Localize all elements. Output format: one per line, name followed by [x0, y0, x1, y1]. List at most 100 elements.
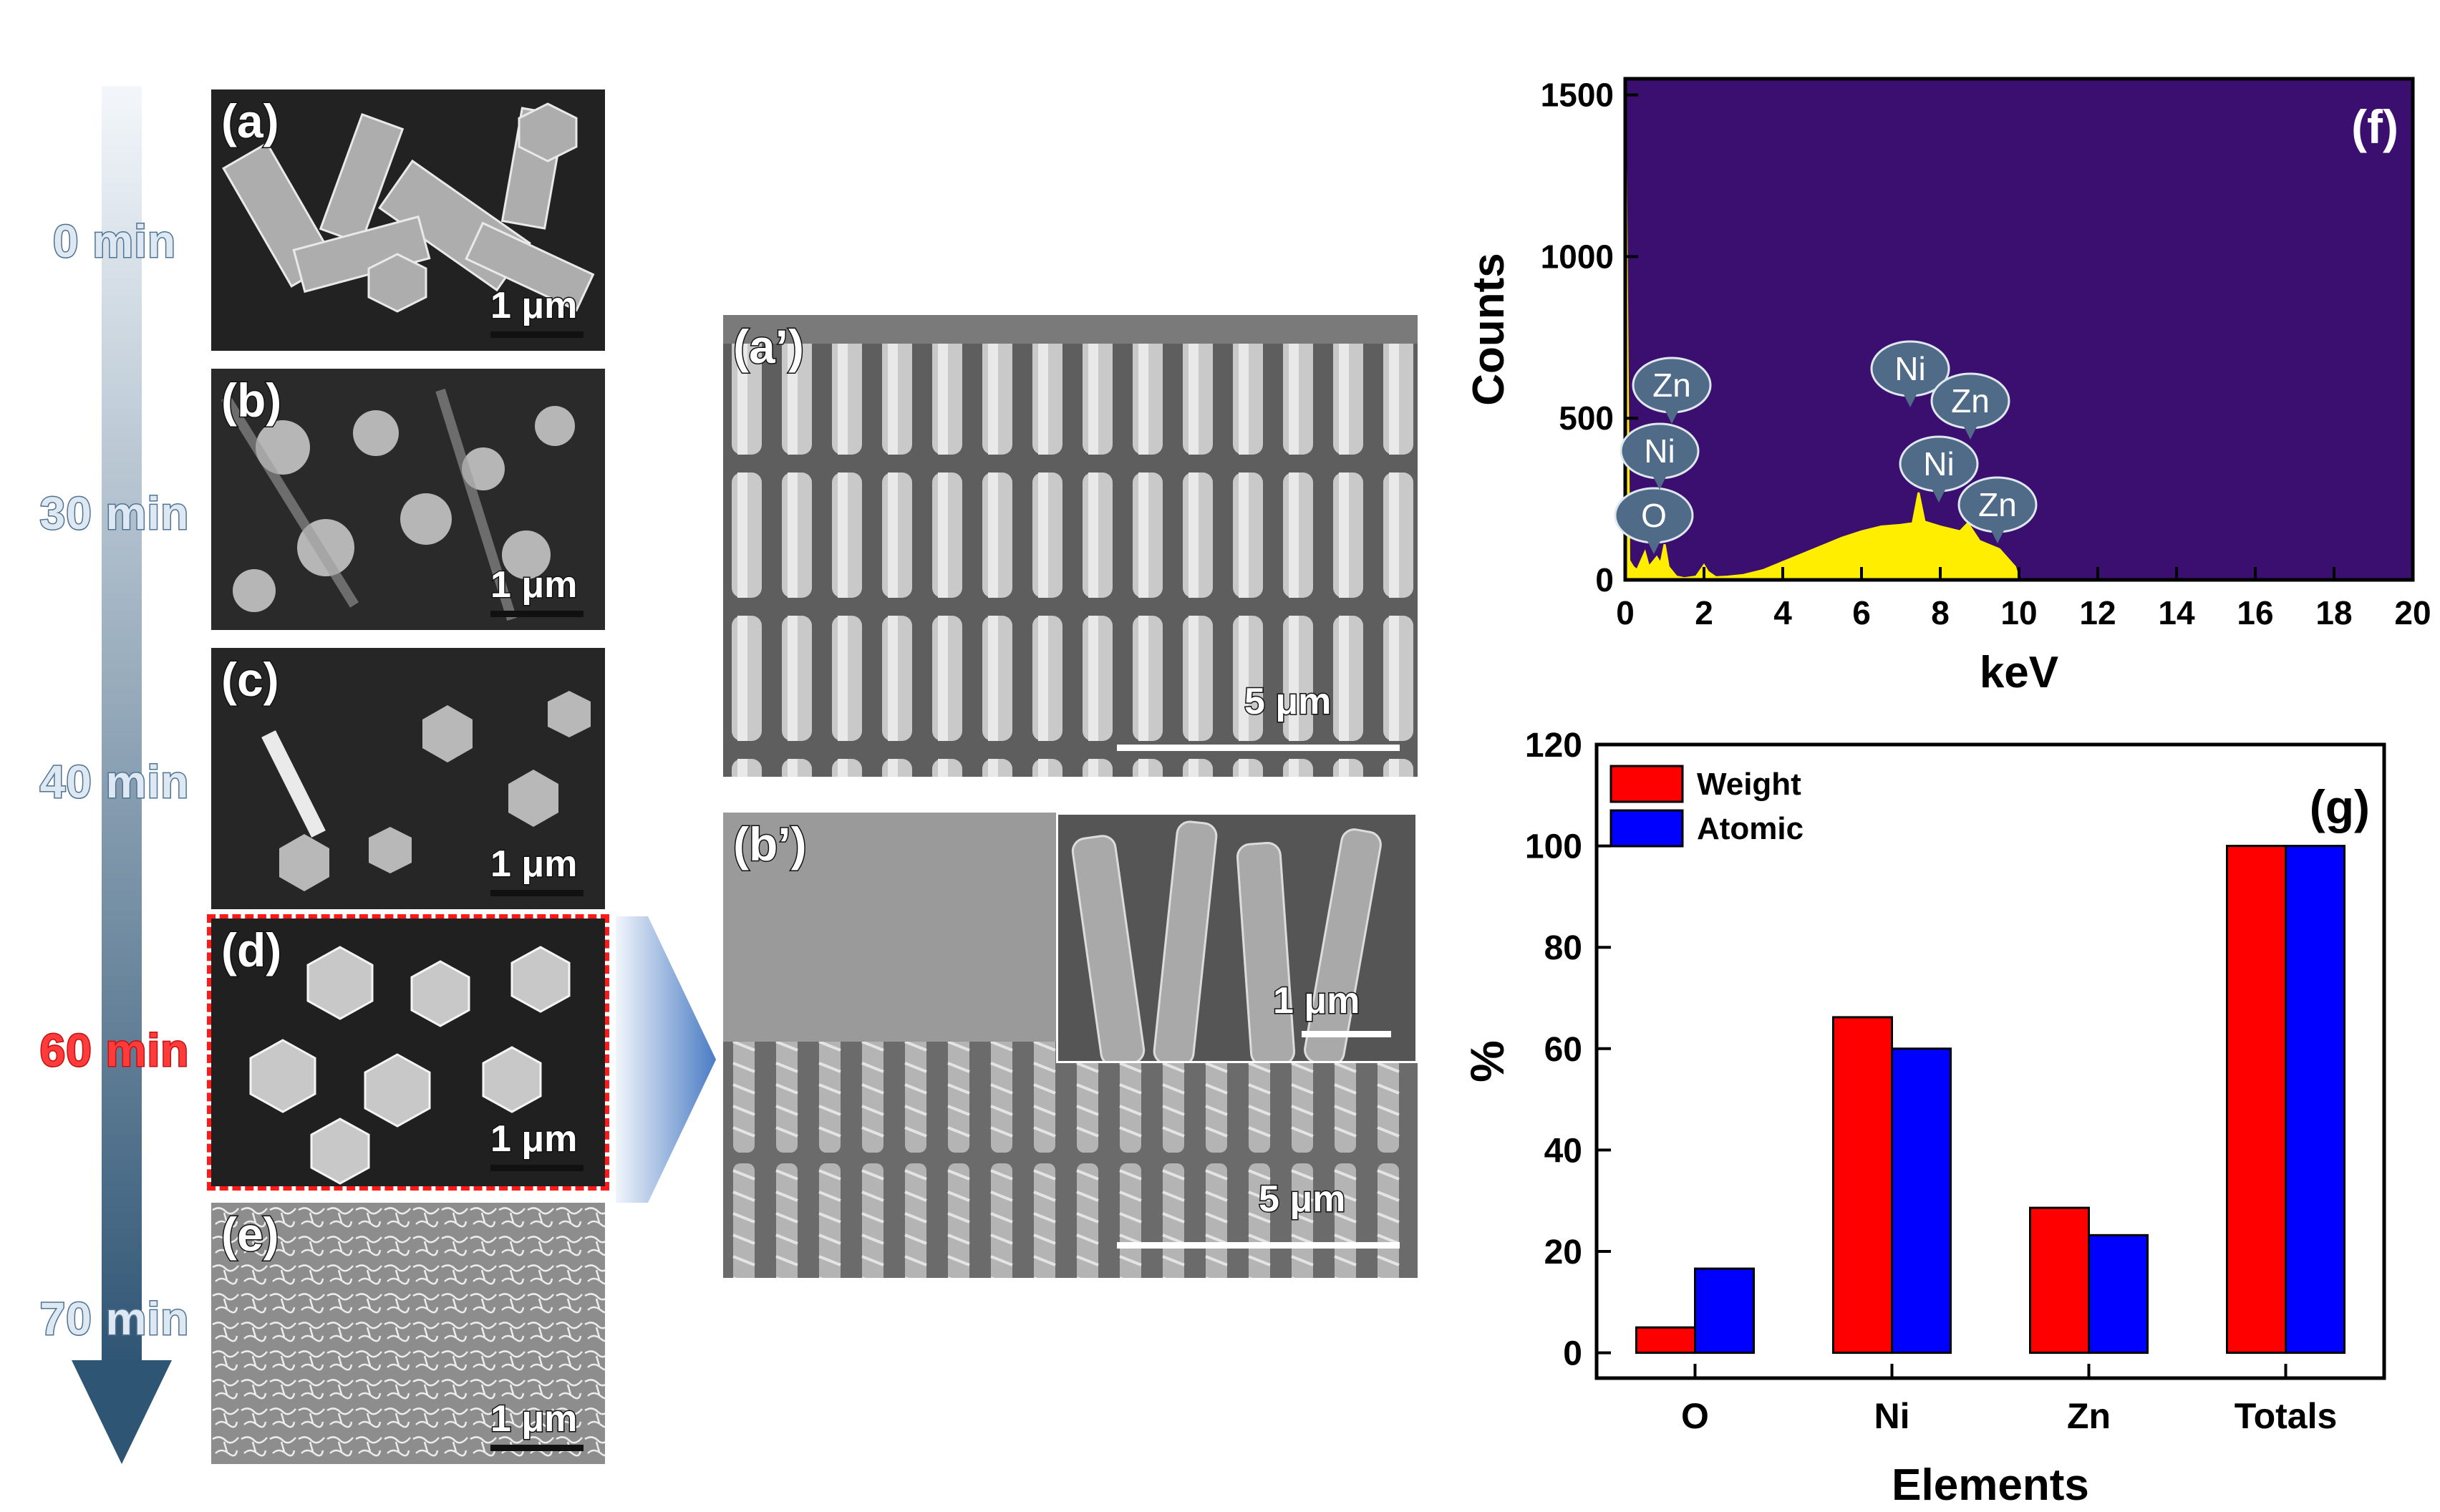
- bar-x-ticks: O Ni Zn Totals: [1681, 1364, 2337, 1436]
- scale-bar-d: [490, 1165, 584, 1171]
- scale-label-e: 1 μm: [489, 1397, 578, 1441]
- bar-frame: [1594, 742, 2386, 1380]
- scale-bar-b: [490, 611, 584, 617]
- x-tick-label: 10: [2000, 594, 2037, 631]
- sem-panel-a: (a) 1 μm: [211, 89, 605, 351]
- sem-image-c: [211, 648, 605, 909]
- peak-label: Zn: [1957, 476, 2038, 543]
- bar-weight-ni: [1832, 1016, 1893, 1354]
- time-label-70: 70 min: [39, 1292, 190, 1346]
- chart-tag-g: (g): [2310, 780, 2370, 833]
- panel-tag-a-prime: (a’): [732, 319, 805, 374]
- peak-pointer: [1963, 425, 1977, 440]
- scale-bar-a: [490, 331, 584, 338]
- time-label-0: 0 min: [52, 215, 177, 268]
- peak-label: Ni: [1620, 422, 1700, 490]
- bar-x-label: Elements: [1892, 1460, 2089, 1510]
- sem-image-b: [211, 369, 605, 630]
- composition-bar-chart: 0 20 40 60 80 100 120 O Ni Zn Totals Weight Atomic…: [1461, 727, 2386, 1510]
- sem-image-e: [211, 1203, 605, 1464]
- scale-label-a: 1 μm: [489, 284, 578, 328]
- x-tick-label: 8: [1931, 594, 1950, 631]
- scale-bar-a-prime: [1117, 745, 1400, 751]
- scale-label-inset: 1 μm: [1272, 979, 1360, 1023]
- x-tick-label: 2: [1695, 594, 1713, 631]
- spectrum-y-label: Counts: [1464, 253, 1514, 406]
- scale-label-a-prime: 5 μm: [1243, 680, 1332, 724]
- peak-pointer: [1647, 540, 1661, 554]
- y-tick-label: 60: [1544, 1031, 1582, 1069]
- eds-spectrum-chart: 0 2 4 6 8 10 12 14 16 18 20 0 500 1000 1500 O Ni Zn Ni Zn…: [1464, 77, 2431, 697]
- y-tick-label: 40: [1544, 1132, 1582, 1170]
- sem-image-d: [211, 919, 605, 1186]
- bar-weight-o: [1635, 1326, 1696, 1354]
- peak-label: Zn: [1632, 357, 1712, 424]
- time-label-60: 60 min: [39, 1024, 190, 1077]
- sem-image-a: [211, 89, 605, 351]
- x-tick-label: 6: [1852, 594, 1871, 631]
- peak-text: Zn: [1951, 382, 1990, 420]
- panel-tag-d: (d): [220, 923, 282, 978]
- scale-label-d: 1 μm: [489, 1118, 578, 1161]
- panel-tag-b-prime: (b’): [732, 817, 808, 872]
- x-tick-label: 0: [1616, 594, 1635, 631]
- bar-atomic-ni: [1891, 1047, 1952, 1354]
- y-tick-label: 20: [1544, 1234, 1582, 1271]
- scale-bar-c: [490, 890, 584, 896]
- bar-y-label: %: [1461, 1040, 1514, 1082]
- panel-tag-e: (e): [221, 1207, 281, 1262]
- scale-bar-b-prime: [1117, 1242, 1400, 1249]
- peak-labels: O Ni Zn Ni Zn Ni Zn: [1614, 340, 2038, 554]
- peak-text: O: [1641, 497, 1667, 534]
- chart-tag-f: (f): [2351, 100, 2398, 153]
- sem-inset-b-prime: 1 μm: [1056, 813, 1418, 1063]
- bar-y-ticks: 0 20 40 60 80 100 120: [1525, 727, 1611, 1373]
- legend-label-weight: Weight: [1697, 767, 1801, 802]
- x-tick-label: O: [1681, 1396, 1709, 1436]
- spectrum-series: [1624, 78, 2413, 581]
- panel-tag-a: (a): [221, 94, 281, 149]
- y-tick-label: 120: [1525, 727, 1582, 765]
- peak-text: Ni: [1644, 432, 1675, 470]
- bar-weight-zn: [2029, 1206, 2090, 1354]
- bar-atomic-totals: [2285, 845, 2345, 1354]
- peak-pointer: [1932, 488, 1946, 503]
- y-tick-label: 0: [1563, 1335, 1582, 1373]
- peak-label: O: [1614, 487, 1694, 554]
- scale-bar-inset: [1302, 1031, 1391, 1037]
- sem-panel-d: (d) 1 μm: [211, 919, 605, 1186]
- x-tick-label: 16: [2237, 594, 2273, 631]
- y-tick-label: 500: [1559, 399, 1614, 437]
- y-tick-label: 0: [1595, 561, 1614, 598]
- peak-pointer: [1652, 475, 1667, 490]
- scale-bar-e: [490, 1445, 584, 1451]
- x-tick-label: Totals: [2235, 1396, 2338, 1436]
- peak-pointer: [1903, 393, 1917, 407]
- x-tick-label: Ni: [1874, 1396, 1910, 1436]
- peak-text: Ni: [1894, 350, 1925, 387]
- y-tick-label: 1500: [1541, 77, 1614, 114]
- spectrum-x-label: keV: [1980, 648, 2058, 697]
- panel-tag-c: (c): [221, 652, 281, 707]
- peak-pointer: [1990, 529, 2005, 543]
- peak-text: Zn: [1978, 486, 2017, 523]
- y-tick-label: 1000: [1541, 238, 1614, 275]
- sem-panel-c: (c) 1 μm: [211, 648, 605, 909]
- flow-arrow: [616, 916, 716, 1203]
- legend-swatch-atomic: [1609, 809, 1684, 848]
- scale-label-b-prime: 5 μm: [1257, 1178, 1346, 1221]
- spectrum-x-ticks: 0 2 4 6 8 10 12 14 16 18 20: [1616, 567, 2431, 631]
- legend-label-atomic: Atomic: [1697, 811, 1804, 846]
- spectrum-y-ticks: 0 500 1000 1500: [1541, 77, 1638, 598]
- bar-legend: Weight Atomic: [1609, 765, 1804, 848]
- x-tick-label: 20: [2394, 594, 2431, 631]
- x-tick-label: 4: [1773, 594, 1792, 631]
- peak-label: Ni: [1899, 435, 1979, 503]
- highlight-frame-d: [207, 914, 609, 1191]
- x-tick-label: 12: [2079, 594, 2116, 631]
- y-tick-label: 100: [1525, 828, 1582, 866]
- panel-tag-b: (b): [220, 373, 282, 428]
- sem-image-a-prime: [723, 315, 1418, 777]
- time-label-30: 30 min: [39, 487, 190, 541]
- scale-label-b: 1 μm: [489, 563, 578, 607]
